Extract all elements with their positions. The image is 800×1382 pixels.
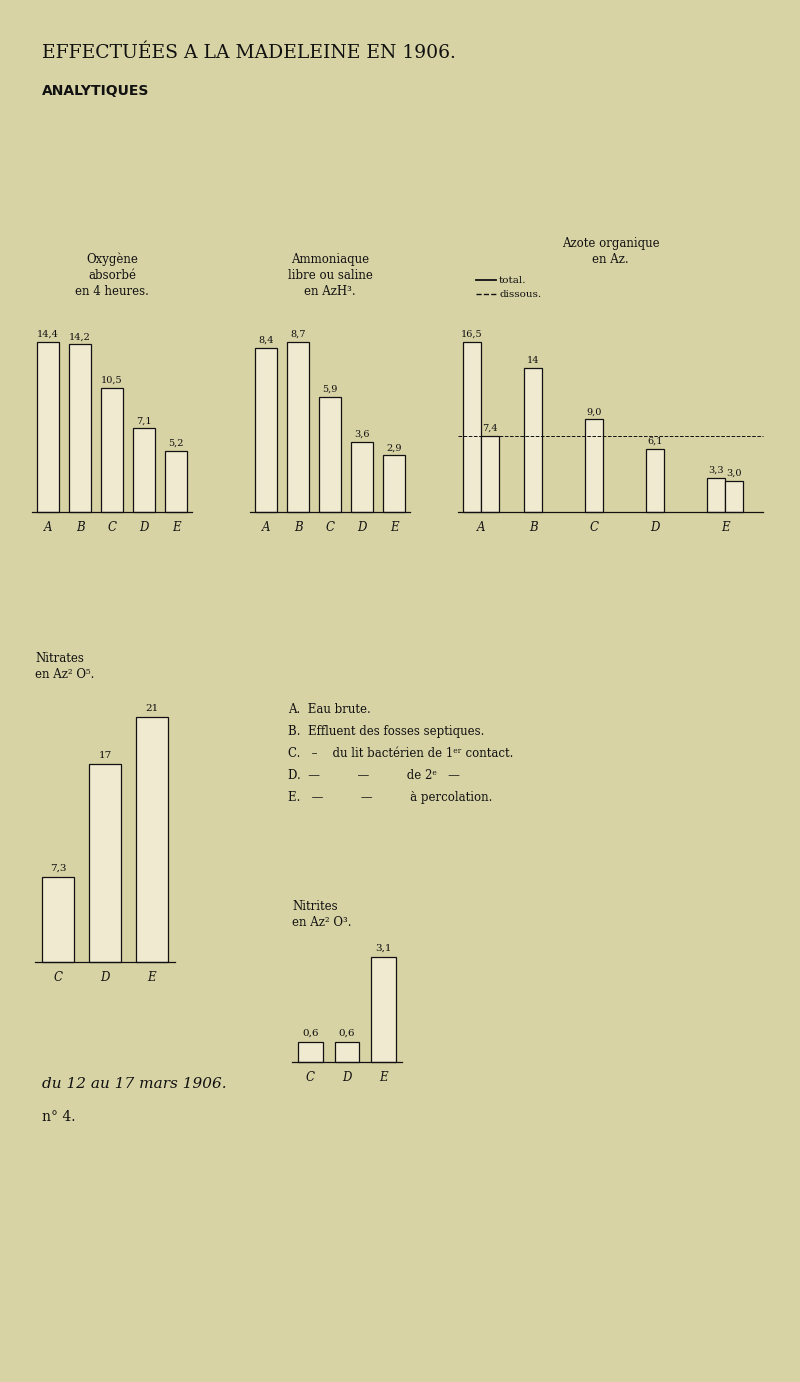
Text: 17: 17 <box>98 750 112 760</box>
Text: 14,2: 14,2 <box>69 332 91 341</box>
Text: D: D <box>650 521 660 533</box>
Text: libre ou saline: libre ou saline <box>287 269 373 282</box>
Text: 7,1: 7,1 <box>136 416 152 426</box>
Bar <box>524 368 542 511</box>
Text: 3,3: 3,3 <box>708 466 724 475</box>
Text: 3,1: 3,1 <box>375 944 392 954</box>
Text: 7,4: 7,4 <box>482 424 498 433</box>
Text: B: B <box>529 521 538 533</box>
Text: E: E <box>390 521 398 533</box>
Bar <box>481 435 499 511</box>
Text: 2,9: 2,9 <box>386 444 402 452</box>
Text: en Az² O³.: en Az² O³. <box>292 916 351 929</box>
Text: 9,0: 9,0 <box>586 408 602 416</box>
Text: C: C <box>107 521 117 533</box>
Text: dissous.: dissous. <box>499 289 541 299</box>
Bar <box>136 717 167 962</box>
Text: B.  Effluent des fosses septiques.: B. Effluent des fosses septiques. <box>288 726 484 738</box>
Text: D: D <box>358 521 366 533</box>
Bar <box>371 956 396 1061</box>
Text: C: C <box>590 521 598 533</box>
Bar <box>101 388 123 511</box>
Text: Oxygène: Oxygène <box>86 253 138 265</box>
Text: 8,7: 8,7 <box>290 330 306 339</box>
Text: E: E <box>172 521 180 533</box>
Text: C: C <box>326 521 334 533</box>
Text: D.  —          —          de 2ᵉ   —: D. — — de 2ᵉ — <box>288 768 460 782</box>
Text: D: D <box>100 972 110 984</box>
Text: en AzH³.: en AzH³. <box>304 285 356 299</box>
Text: n° 4.: n° 4. <box>42 1110 75 1124</box>
Text: A: A <box>262 521 270 533</box>
Bar <box>37 341 59 511</box>
Text: C: C <box>306 1071 315 1083</box>
Text: 5,9: 5,9 <box>322 384 338 394</box>
Text: 10,5: 10,5 <box>101 376 123 386</box>
Text: 6,1: 6,1 <box>647 437 662 446</box>
Text: 3,6: 3,6 <box>354 430 370 438</box>
Text: E: E <box>721 521 730 533</box>
Bar <box>646 449 664 511</box>
Bar <box>334 1042 359 1061</box>
Text: B: B <box>294 521 302 533</box>
Text: Azote organique: Azote organique <box>562 236 659 250</box>
Bar <box>725 481 743 511</box>
Text: 5,2: 5,2 <box>168 438 184 448</box>
Text: B: B <box>76 521 84 533</box>
Bar <box>255 348 277 511</box>
Text: D: D <box>139 521 149 533</box>
Text: en Az² O⁵.: en Az² O⁵. <box>35 668 94 681</box>
Text: 14,4: 14,4 <box>37 330 59 339</box>
Bar <box>42 876 74 962</box>
Bar <box>707 478 725 511</box>
Text: total.: total. <box>499 275 526 285</box>
Text: 8,4: 8,4 <box>258 336 274 346</box>
Bar <box>351 442 373 511</box>
Text: E: E <box>147 972 156 984</box>
Bar <box>89 764 121 962</box>
Text: 3,0: 3,0 <box>726 468 742 478</box>
Text: A.  Eau brute.: A. Eau brute. <box>288 703 370 716</box>
Text: absorbé: absorbé <box>88 269 136 282</box>
Text: 0,6: 0,6 <box>338 1028 355 1038</box>
Bar <box>69 344 91 511</box>
Text: en Az.: en Az. <box>592 253 629 265</box>
Text: du 12 au 17 mars 1906.: du 12 au 17 mars 1906. <box>42 1077 226 1090</box>
Bar <box>298 1042 323 1061</box>
Text: A: A <box>44 521 52 533</box>
Text: Ammoniaque: Ammoniaque <box>291 253 369 265</box>
Bar <box>585 419 603 511</box>
Text: EFFECTUÉES A LA MADELEINE EN 1906.: EFFECTUÉES A LA MADELEINE EN 1906. <box>42 44 456 62</box>
Bar <box>287 341 309 511</box>
Text: C.   –    du lit bactérien de 1ᵉʳ contact.: C. – du lit bactérien de 1ᵉʳ contact. <box>288 748 514 760</box>
Text: 0,6: 0,6 <box>302 1028 318 1038</box>
Bar <box>319 397 341 511</box>
Text: C: C <box>54 972 63 984</box>
Text: D: D <box>342 1071 352 1083</box>
Text: 14: 14 <box>526 355 539 365</box>
Text: ANALYTIQUES: ANALYTIQUES <box>42 84 150 98</box>
Text: A: A <box>477 521 486 533</box>
Bar <box>463 341 481 511</box>
Text: Nitrites: Nitrites <box>292 900 338 914</box>
Bar <box>383 455 405 511</box>
Text: 21: 21 <box>145 703 158 713</box>
Text: 7,3: 7,3 <box>50 864 66 873</box>
Text: Nitrates: Nitrates <box>35 652 84 665</box>
Bar <box>133 428 155 511</box>
Text: 16,5: 16,5 <box>462 330 483 339</box>
Text: en 4 heures.: en 4 heures. <box>75 285 149 299</box>
Bar <box>165 451 187 511</box>
Text: E.   —          —          à percolation.: E. — — à percolation. <box>288 791 492 804</box>
Text: E: E <box>379 1071 388 1083</box>
